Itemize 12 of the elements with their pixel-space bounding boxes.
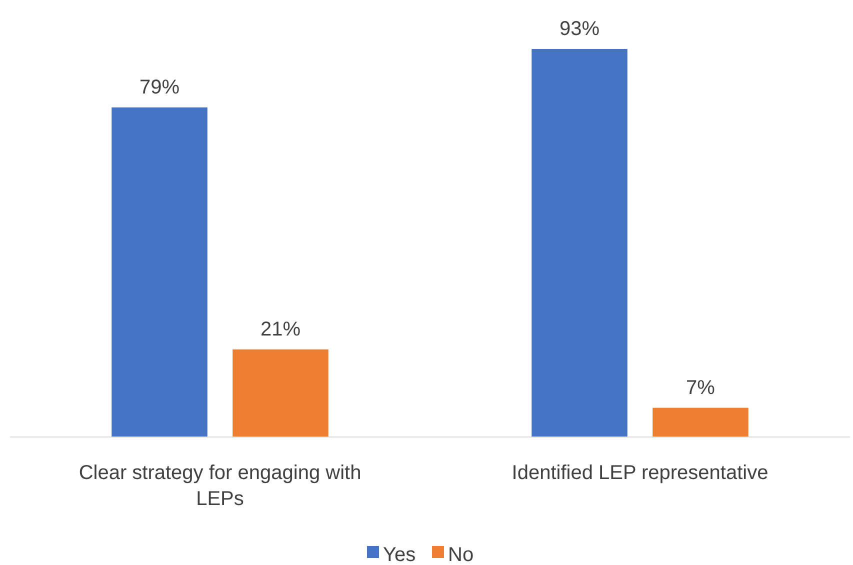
- legend-label: Yes: [383, 544, 416, 565]
- x-tick-label: Identified LEP representative: [512, 462, 768, 484]
- data-label: 93%: [560, 18, 600, 40]
- bar: [232, 349, 328, 437]
- bar: [652, 408, 748, 437]
- data-label: 79%: [140, 76, 180, 98]
- data-label: 21%: [260, 318, 301, 340]
- legend-label: No: [448, 544, 474, 565]
- data-label: 7%: [686, 376, 716, 399]
- x-tick-label: Clear strategy for engaging with LEPs: [78, 462, 362, 510]
- bar: [112, 107, 208, 437]
- bar: [532, 49, 628, 437]
